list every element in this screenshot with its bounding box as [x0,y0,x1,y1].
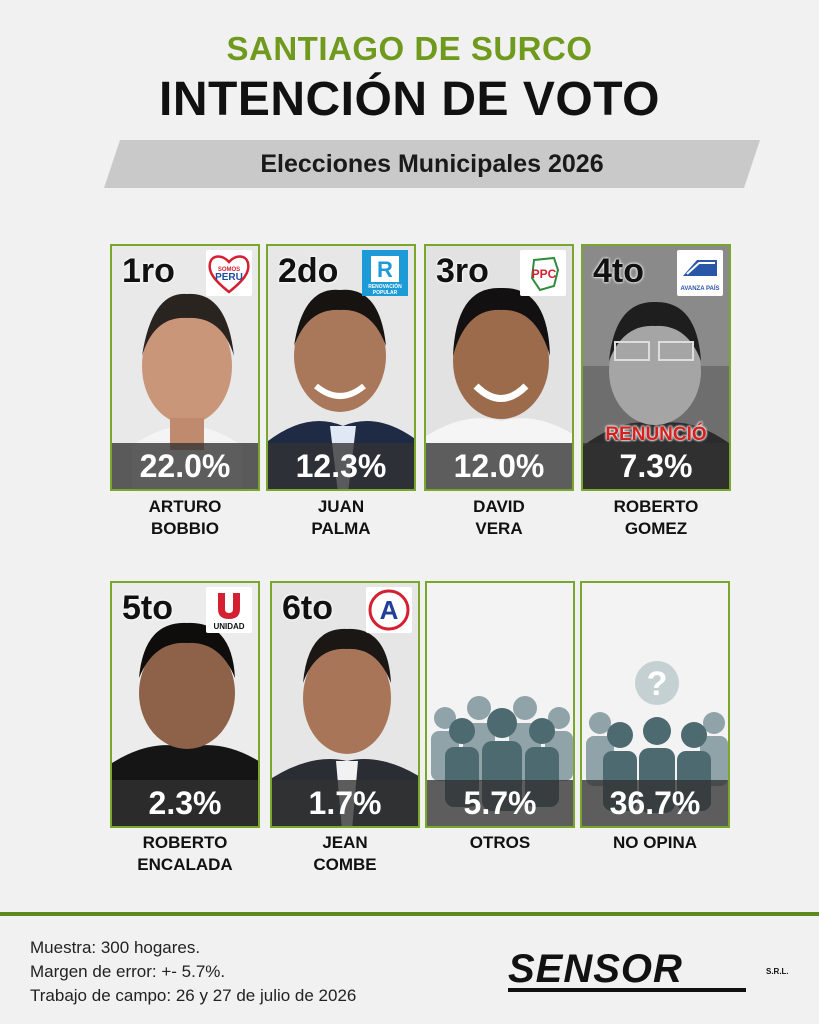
candidate-card-3: 3ro PPC 12.0% [424,244,574,491]
name-line: GOMEZ [624,519,688,538]
others-card: 5.7% [425,581,575,828]
name-line: COMBE [313,855,377,874]
footer-divider [0,912,819,916]
candidate-name: ROBERTO GOMEZ [571,496,741,540]
margin-text: Margen de error: +- 5.7%. [30,962,226,981]
svg-text:?: ? [647,665,668,703]
percentage-bar: 5.7% [427,780,573,826]
candidate-name: JEAN COMBE [260,832,430,876]
logo-text: SOMOS [218,267,240,273]
methodology-note: Muestra: 300 hogares. Margen de error: +… [30,936,356,1008]
candidate-card-6: 6to A 1.7% [270,581,420,828]
banner-shape [104,140,760,188]
brand-wordmark: SENSOR [508,947,683,991]
percentage-bar: 2.3% [112,780,258,826]
name-line: ROBERTO [142,833,228,852]
logo-text: RENOVACIÓN [368,282,402,290]
rank-label: 2do [278,252,339,290]
name-line: DAVID [473,497,525,516]
svg-text:PPC: PPC [532,267,557,281]
svg-text:R: R [377,257,393,282]
logo-text: AVANZA PAÍS [680,284,719,292]
percentage-bar: 7.3% [583,443,729,489]
name-line: ARTURO [148,497,222,516]
candidate-name: ARTURO BOBBIO [100,496,270,540]
logo-text: PERU [215,272,243,283]
rank-label: 3ro [436,252,489,290]
sensor-logo: SENSOR S.R.L. [508,944,789,996]
candidate-name: JUAN PALMA [256,496,426,540]
fieldwork-text: Trabajo de campo: 26 y 27 de julio de 20… [30,986,357,1005]
ppc-logo-icon: PPC [520,250,566,296]
candidate-card-2: 2do R RENOVACIÓN POPULAR 12.3% [266,244,416,491]
no-opinion-label: NO OPINA [612,833,698,852]
name-line: JUAN [317,497,365,516]
percentage-bar: 22.0% [112,443,258,489]
no-opinion-card: ? 36.7% [580,581,730,828]
unidad-logo-icon: UNIDAD [206,587,252,633]
logo-text: UNIDAD [213,622,244,631]
others-label: OTROS [469,833,531,852]
withdrawn-label: RENUNCIÓ [605,424,707,445]
logo-text: POPULAR [373,290,398,296]
percentage-bar: 12.0% [426,443,572,489]
rank-label: 6to [282,589,333,627]
sample-text: Muestra: 300 hogares. [30,938,201,957]
election-banner: Elecciones Municipales 2026 [104,140,760,188]
name-line: VERA [475,519,523,538]
name-line: ENCALADA [137,855,233,874]
brand-suffix: S.R.L. [766,967,788,976]
rank-label: 1ro [122,252,175,290]
district-title: SANTIAGO DE SURCO [226,30,593,67]
name-line: ROBERTO [613,497,699,516]
avanza-pais-logo-icon: AVANZA PAÍS [677,250,723,296]
candidate-card-1: 1ro SOMOS PERU 22.0% [110,244,260,491]
name-line: PALMA [311,519,371,538]
page-title: INTENCIÓN DE VOTO [159,73,660,126]
rank-label: 4to [593,252,644,290]
banner-label: Elecciones Municipales 2026 [260,150,604,178]
name-line: JEAN [322,833,368,852]
name-line: BOBBIO [151,519,219,538]
candidate-name: ROBERTO ENCALADA [100,832,270,876]
rank-label: 5to [122,589,173,627]
candidate-card-4: 4to AVANZA PAÍS RENUNCIÓ 7.3% [581,244,731,491]
percentage-bar: 1.7% [272,780,418,826]
svg-text:A: A [380,595,399,625]
candidate-name: DAVID VERA [414,496,584,540]
somos-peru-logo-icon: SOMOS PERU [206,250,252,296]
candidate-card-5: 5to UNIDAD 2.3% [110,581,260,828]
accion-popular-logo-icon: A [366,587,412,633]
percentage-bar: 12.3% [268,443,414,489]
percentage-bar: 36.7% [582,780,728,826]
renovacion-popular-logo-icon: R RENOVACIÓN POPULAR [362,250,408,296]
